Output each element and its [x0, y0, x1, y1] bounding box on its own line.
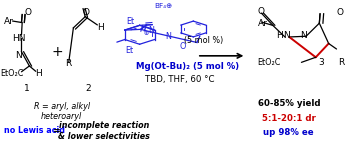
Text: O: O: [180, 42, 186, 51]
Text: Ar: Ar: [258, 19, 268, 28]
Text: (5 mol %): (5 mol %): [184, 36, 224, 45]
Text: O: O: [337, 8, 344, 17]
Text: HN: HN: [12, 34, 25, 43]
Text: Mg(Ot-Bu)₂ (5 mol %): Mg(Ot-Bu)₂ (5 mol %): [136, 62, 239, 71]
Text: no Lewis acid: no Lewis acid: [4, 126, 64, 135]
Text: Et: Et: [125, 46, 134, 55]
Text: N: N: [165, 32, 171, 41]
Text: H: H: [97, 23, 104, 32]
Text: N: N: [15, 51, 22, 60]
Text: up 98% ee: up 98% ee: [263, 128, 314, 137]
Text: 2: 2: [85, 84, 91, 93]
Text: O: O: [24, 8, 32, 17]
Text: N: N: [149, 26, 154, 35]
Text: +: +: [52, 45, 63, 59]
Text: & lower selectivities: & lower selectivities: [58, 132, 150, 141]
Text: EtO₂C: EtO₂C: [257, 58, 280, 67]
Text: 60-85% yield: 60-85% yield: [258, 99, 320, 108]
Text: 3: 3: [318, 58, 324, 67]
Text: EtO₂C: EtO₂C: [0, 69, 23, 78]
Text: =: =: [50, 126, 64, 135]
Text: R = aryl, alkyl: R = aryl, alkyl: [34, 102, 90, 111]
Text: R: R: [65, 59, 71, 68]
Text: 5:1-20:1 dr: 5:1-20:1 dr: [262, 114, 316, 123]
Text: 1: 1: [24, 84, 30, 93]
Text: R: R: [338, 58, 344, 67]
Text: Ar: Ar: [4, 17, 14, 26]
Text: heteroaryl: heteroaryl: [41, 112, 82, 121]
Text: O: O: [258, 7, 265, 16]
Text: H: H: [35, 69, 42, 78]
Text: N: N: [283, 31, 290, 40]
Text: BF₄⊕: BF₄⊕: [154, 3, 172, 9]
Text: ⊕: ⊕: [143, 31, 149, 36]
Text: N: N: [300, 31, 307, 40]
Text: incomplete reaction: incomplete reaction: [59, 121, 149, 130]
Text: O: O: [82, 8, 90, 17]
Text: H: H: [276, 31, 282, 40]
Text: TBD, THF, 60 °C: TBD, THF, 60 °C: [145, 75, 214, 84]
Text: Et: Et: [126, 17, 134, 26]
